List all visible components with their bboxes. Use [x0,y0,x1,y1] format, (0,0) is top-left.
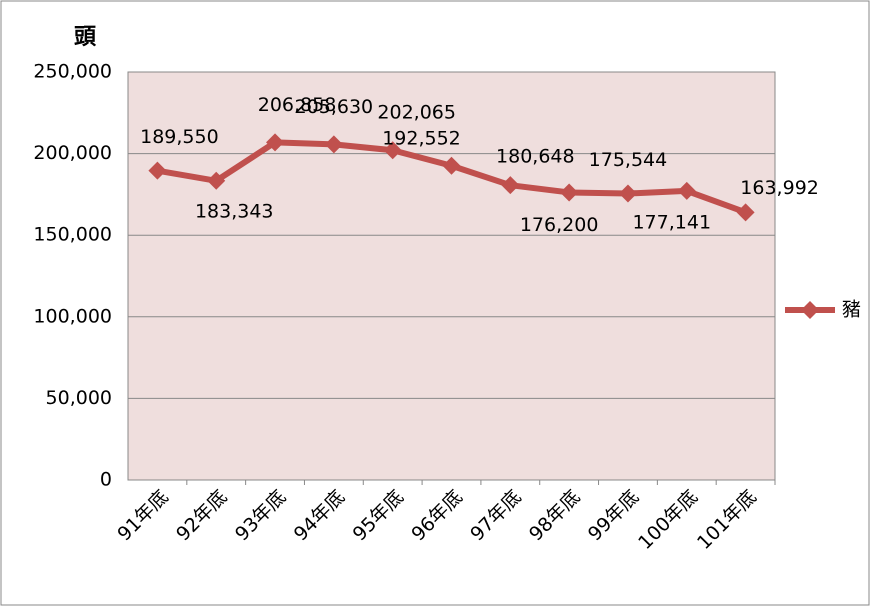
data-label: 177,141 [632,211,711,233]
marker [266,133,285,152]
y-tick-label: 200,000 [33,142,112,164]
plot-area [127,71,776,481]
y-tick-label: 100,000 [33,305,112,327]
data-label: 202,065 [377,102,456,124]
marker [324,135,343,154]
data-label: 189,550 [140,126,219,148]
legend-marker [801,301,819,319]
legend-label: 豬 [842,299,861,321]
y-tick-label: 150,000 [33,224,112,246]
marker [501,176,520,195]
marker [736,203,755,222]
data-label: 205,630 [295,96,374,118]
marker [560,183,579,202]
data-label: 176,200 [520,214,599,236]
data-label: 175,544 [589,149,668,171]
data-label: 180,648 [496,146,575,168]
data-label: 192,552 [382,127,461,149]
y-tick-label: 250,000 [33,61,112,83]
data-label: 183,343 [195,200,274,222]
data-label: 163,992 [740,177,819,199]
marker [207,171,226,190]
marker [148,161,167,180]
data-label: 206,858 [258,94,337,116]
marker [618,184,637,203]
y-tick-label: 0 [100,469,112,491]
marker [677,181,696,200]
marker [383,141,402,160]
y-axis-title: 頭 [74,25,97,50]
marker [442,156,461,175]
y-tick-label: 50,000 [46,387,112,409]
